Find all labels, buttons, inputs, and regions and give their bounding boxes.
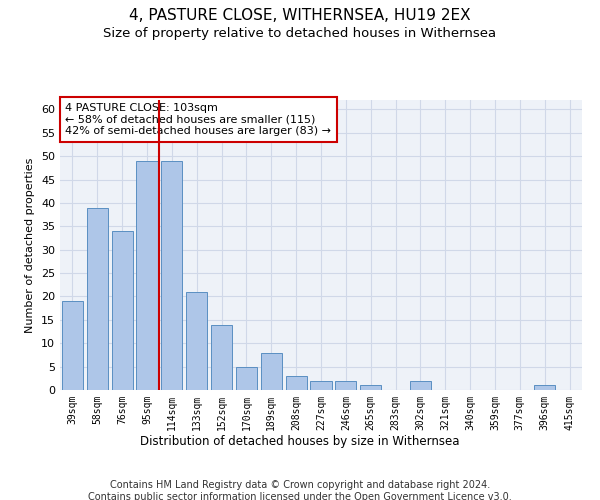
Bar [161, 161, 182, 390]
Text: Contains HM Land Registry data © Crown copyright and database right 2024.
Contai: Contains HM Land Registry data © Crown c… [88, 480, 512, 500]
Bar [286, 376, 307, 390]
Bar [335, 380, 356, 390]
Bar [136, 161, 158, 390]
Bar [410, 380, 431, 390]
Bar [261, 352, 282, 390]
Text: 4, PASTURE CLOSE, WITHERNSEA, HU19 2EX: 4, PASTURE CLOSE, WITHERNSEA, HU19 2EX [129, 8, 471, 22]
Text: Distribution of detached houses by size in Withernsea: Distribution of detached houses by size … [140, 435, 460, 448]
Bar [211, 324, 232, 390]
Bar [236, 366, 257, 390]
Bar [360, 386, 381, 390]
Bar [87, 208, 108, 390]
Bar [310, 380, 332, 390]
Text: Size of property relative to detached houses in Withernsea: Size of property relative to detached ho… [103, 28, 497, 40]
Text: 4 PASTURE CLOSE: 103sqm
← 58% of detached houses are smaller (115)
42% of semi-d: 4 PASTURE CLOSE: 103sqm ← 58% of detache… [65, 103, 331, 136]
Bar [186, 292, 207, 390]
Bar [62, 301, 83, 390]
Bar [112, 231, 133, 390]
Y-axis label: Number of detached properties: Number of detached properties [25, 158, 35, 332]
Bar [534, 386, 555, 390]
